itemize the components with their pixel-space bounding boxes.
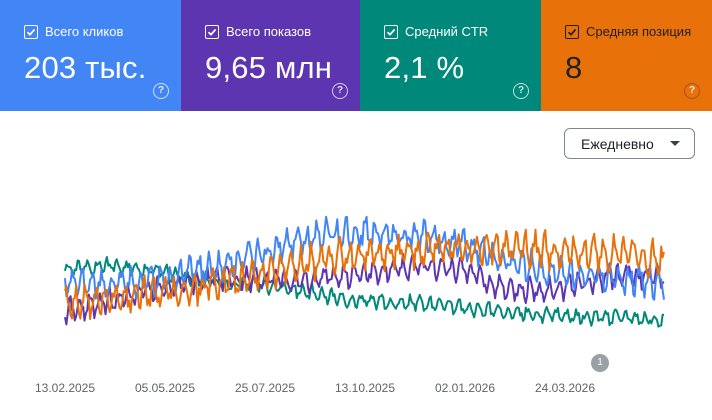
series-line <box>64 228 665 320</box>
metric-cards: Всего кликов 203 тыс. ? Всего показов 9,… <box>0 0 712 111</box>
annotation-marker[interactable]: 1 <box>591 354 609 372</box>
total-clicks-label: Всего кликов <box>45 24 124 39</box>
total-clicks-card[interactable]: Всего кликов 203 тыс. ? <box>0 0 181 111</box>
average-ctr-label: Средний CTR <box>405 24 489 39</box>
total-clicks-header: Всего кликов <box>24 25 123 39</box>
x-tick-label: 25.07.2025 <box>234 381 296 395</box>
series-line <box>64 256 665 328</box>
help-icon[interactable]: ? <box>513 83 529 99</box>
checkbox-checked-icon[interactable] <box>565 25 579 39</box>
total-impressions-card[interactable]: Всего показов 9,65 млн ? <box>181 0 360 111</box>
help-icon[interactable]: ? <box>684 83 700 99</box>
performance-chart[interactable] <box>0 170 712 410</box>
x-tick-label: 24.03.2026 <box>534 381 596 395</box>
x-tick-label: 13.10.2025 <box>334 381 396 395</box>
checkbox-checked-icon[interactable] <box>205 25 219 39</box>
checkbox-checked-icon[interactable] <box>384 25 398 39</box>
help-icon[interactable]: ? <box>153 83 169 99</box>
granularity-selected: Ежедневно <box>581 135 654 152</box>
average-position-value: 8 <box>565 50 583 85</box>
average-position-header: Средняя позиция <box>565 25 691 39</box>
average-position-card[interactable]: Средняя позиция 8 ? <box>541 0 712 111</box>
total-clicks-value: 203 тыс. <box>24 50 147 85</box>
dropdown-arrow-icon <box>670 141 680 146</box>
x-tick-label: 02.01.2026 <box>434 381 496 395</box>
average-ctr-header: Средний CTR <box>384 25 488 39</box>
total-impressions-value: 9,65 млн <box>205 50 333 85</box>
granularity-dropdown[interactable]: Ежедневно <box>564 128 695 159</box>
checkbox-checked-icon[interactable] <box>24 25 38 39</box>
x-tick-label: 05.05.2025 <box>134 381 196 395</box>
average-ctr-value: 2,1 % <box>384 50 465 85</box>
help-icon[interactable]: ? <box>332 83 348 99</box>
x-tick-label: 13.02.2025 <box>34 381 96 395</box>
average-ctr-card[interactable]: Средний CTR 2,1 % ? <box>360 0 541 111</box>
average-position-label: Средняя позиция <box>586 24 692 39</box>
total-impressions-header: Всего показов <box>205 25 311 39</box>
series-line <box>64 215 665 301</box>
total-impressions-label: Всего показов <box>226 24 311 39</box>
